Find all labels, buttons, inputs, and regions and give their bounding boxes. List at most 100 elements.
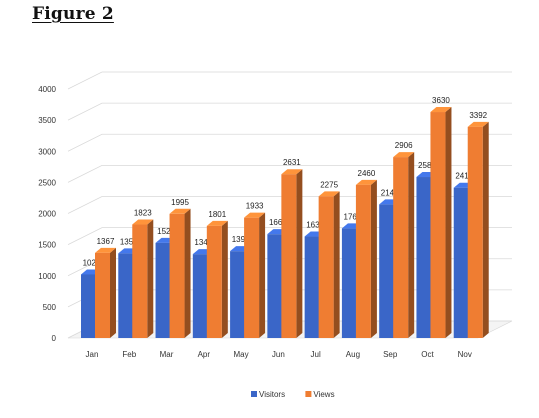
visitors-bar (341, 228, 357, 338)
bar-top (169, 208, 191, 214)
bar-side (184, 208, 191, 338)
views-bar (132, 224, 148, 338)
gridline (67, 133, 512, 152)
figure-title: Figure 2 (32, 4, 114, 24)
data-label: 1347 (194, 238, 212, 247)
data-label: 2275 (320, 180, 338, 189)
data-label: 3630 (432, 96, 450, 105)
legend-swatch (305, 391, 312, 397)
data-label: 2586 (418, 161, 436, 170)
data-label: 1668 (269, 218, 287, 227)
gridline (67, 102, 512, 121)
data-label: 1801 (208, 210, 226, 219)
y-tick-label: 500 (43, 303, 57, 312)
y-tick-label: 4000 (38, 85, 56, 94)
y-tick-label: 3000 (38, 147, 56, 156)
bar-side (147, 219, 154, 338)
data-label: 2906 (395, 141, 413, 150)
x-tick-label: Nov (458, 350, 472, 359)
bar-top (132, 219, 154, 225)
views-bar (281, 174, 297, 338)
y-tick-label: 3500 (38, 116, 56, 125)
visitors-bar (192, 254, 208, 338)
x-tick-label: Aug (346, 350, 360, 359)
visitors-bar (81, 274, 96, 338)
data-label: 2414 (455, 172, 473, 181)
views-bar (355, 184, 371, 338)
legend: Visitors Views (251, 390, 335, 399)
bar-side (259, 212, 266, 338)
x-tick-label: Oct (421, 350, 434, 359)
legend-label: Visitors (259, 390, 285, 399)
visitors-bar (230, 251, 246, 338)
bar-top (244, 212, 266, 218)
data-label: 3392 (469, 111, 487, 120)
x-tick-label: Mar (160, 350, 174, 359)
bar-side (445, 107, 452, 338)
visitors-bar (416, 177, 432, 338)
bar-side (221, 220, 228, 338)
bar-side (482, 121, 489, 339)
data-label: 1933 (246, 202, 264, 211)
x-tick-label: Sep (383, 350, 398, 359)
y-tick-label: 0 (52, 334, 57, 343)
views-bar (95, 252, 110, 338)
gridline (67, 71, 512, 90)
y-tick-label: 1500 (38, 241, 56, 250)
views-bar (393, 157, 409, 338)
bar-top (206, 220, 228, 226)
data-label: 1021 (83, 258, 101, 267)
y-tick-label: 2000 (38, 210, 56, 219)
y-tick-label: 2500 (38, 178, 56, 187)
bar-top (281, 169, 303, 175)
data-label: 1823 (134, 209, 152, 218)
data-label: 1995 (171, 198, 189, 207)
gridline (67, 165, 512, 183)
visitors-bar (379, 204, 395, 338)
visitors-bar (304, 236, 320, 338)
visitors-bar (118, 253, 134, 338)
data-label: 2631 (283, 158, 301, 167)
bar-side (296, 169, 303, 338)
x-axis-ticks: Jan Feb Mar Apr May Jun Jul Aug Sep Oct Nov (86, 350, 472, 359)
views-bar (467, 126, 483, 339)
data-label: 1367 (97, 237, 115, 246)
y-axis-ticks: 0 500 1000 1500 2000 2500 3000 3500 4000 (38, 85, 56, 343)
data-label: 1630 (306, 221, 324, 230)
x-tick-label: May (234, 350, 249, 359)
bar-side (333, 191, 340, 338)
views-bar (244, 217, 260, 338)
legend-label: Views (313, 390, 334, 399)
x-tick-label: Apr (198, 350, 211, 359)
views-bar (206, 225, 222, 338)
bar-side (110, 247, 116, 338)
visitors-bar (267, 234, 283, 338)
bar-top (355, 179, 377, 185)
bar-side (370, 179, 377, 338)
views-bar (169, 213, 185, 338)
data-label: 1395 (232, 235, 250, 244)
visitors-bar (155, 242, 171, 338)
bars: 1021 1367 1359 1823 1528 1995 1347 1801 1395 1933… (81, 96, 489, 339)
legend-swatch (251, 391, 257, 397)
x-tick-label: Feb (122, 350, 136, 359)
visitors-bar (453, 187, 469, 338)
x-tick-label: Jul (311, 350, 321, 359)
bar-top (467, 121, 489, 127)
data-label: 1528 (157, 227, 175, 236)
y-tick-label: 1000 (38, 272, 56, 281)
views-bar (318, 196, 334, 338)
x-tick-label: Jan (86, 350, 99, 359)
data-label: 2146 (381, 188, 399, 197)
data-label: 1761 (344, 212, 362, 221)
data-label: 2460 (358, 169, 376, 178)
data-label: 1359 (120, 237, 138, 246)
bar-top (393, 152, 415, 158)
bar-top (318, 191, 340, 197)
views-bar (430, 112, 446, 338)
bar-top (430, 107, 452, 113)
bar-top (95, 247, 116, 253)
x-tick-label: Jun (272, 350, 285, 359)
bar-side (408, 152, 415, 338)
